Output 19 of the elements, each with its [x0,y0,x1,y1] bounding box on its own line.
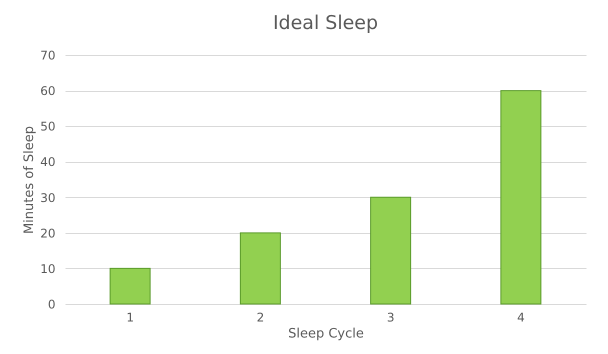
y-tick-label: 0 [48,298,56,312]
y-tick-label: 50 [40,120,56,134]
x-tick-label: 2 [256,310,264,324]
y-tick-label: 20 [40,226,56,240]
y-tick-label: 70 [40,48,56,62]
bar [240,232,281,304]
bar [370,196,412,304]
bar [500,90,542,304]
chart-title: Ideal Sleep [272,12,378,34]
y-axis-title: Minutes of Sleep [22,126,38,234]
y-tick-label: 40 [40,155,56,170]
x-tick-label: 1 [126,310,134,324]
x-tick-label: 3 [386,310,394,324]
x-axis-title: Sleep Cycle [288,326,364,342]
bar [110,268,151,304]
y-tick-label: 60 [40,84,56,98]
x-tick-label: 4 [517,310,525,324]
y-tick-label: 30 [40,190,56,205]
y-tick-label: 10 [40,262,56,276]
